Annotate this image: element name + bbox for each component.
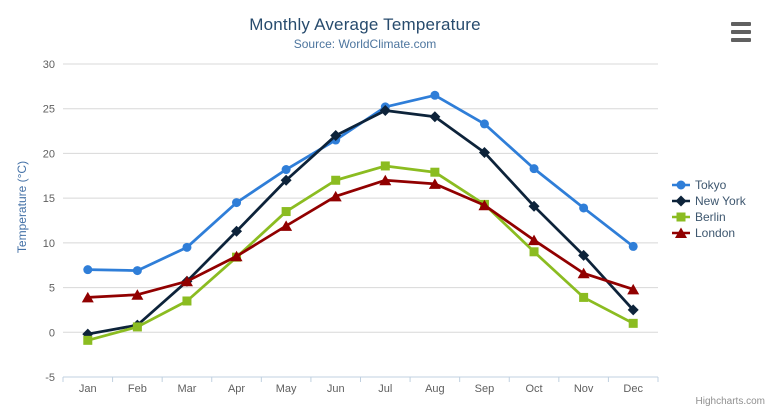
diamond-marker-icon [672, 195, 690, 207]
legend-label: Berlin [695, 210, 726, 224]
chart-subtitle: Source: WorldClimate.com [293, 37, 437, 51]
y-axis-label: 20 [43, 148, 55, 160]
y-axis-label: 5 [49, 283, 55, 295]
x-axis-label: Jul [378, 383, 392, 395]
data-point-london[interactable] [428, 178, 441, 189]
data-point-berlin[interactable] [281, 207, 291, 217]
x-axis-label: Jan [79, 383, 97, 395]
legend-item-new-york[interactable]: New York [672, 193, 746, 209]
circle-marker-icon [672, 180, 690, 190]
legend-item-london[interactable]: London [672, 225, 746, 241]
data-point-london[interactable] [180, 275, 193, 287]
series-london[interactable] [81, 174, 640, 303]
series-tokyo[interactable] [83, 90, 638, 276]
data-point-new-york[interactable] [429, 111, 441, 123]
data-point-berlin[interactable] [182, 296, 192, 306]
highcharts-credit[interactable]: Highcharts.com [695, 396, 765, 407]
y-axis-label: -5 [45, 372, 55, 384]
data-point-new-york[interactable] [280, 174, 292, 186]
data-point-tokyo[interactable] [83, 265, 93, 275]
square-marker-icon [672, 212, 690, 222]
data-point-new-york[interactable] [578, 249, 590, 261]
data-point-berlin[interactable] [83, 335, 93, 345]
data-point-tokyo[interactable] [182, 242, 192, 252]
x-axis-label: Apr [228, 383, 245, 395]
legend-marker [676, 212, 686, 222]
hamburger-menu-icon [731, 30, 751, 34]
data-point-tokyo[interactable] [579, 203, 589, 213]
legend-label: Tokyo [695, 178, 727, 192]
triangle-marker-icon [672, 227, 690, 238]
series-line-berlin[interactable] [86, 164, 635, 342]
legend-marker [676, 180, 686, 190]
legend-marker [675, 227, 687, 238]
data-point-tokyo[interactable] [430, 90, 440, 100]
data-point-berlin[interactable] [529, 247, 539, 257]
data-point-new-york[interactable] [627, 304, 639, 316]
legend-label: New York [695, 194, 746, 208]
data-point-new-york[interactable] [330, 130, 342, 142]
data-point-tokyo[interactable] [529, 164, 539, 174]
data-point-new-york[interactable] [379, 105, 391, 117]
data-point-new-york[interactable] [478, 147, 490, 159]
x-axis-label: Feb [128, 383, 147, 395]
legend-item-berlin[interactable]: Berlin [672, 209, 746, 225]
data-point-london[interactable] [230, 250, 243, 262]
data-point-new-york[interactable] [528, 200, 540, 212]
series-new-york[interactable] [82, 105, 639, 340]
data-point-berlin[interactable] [430, 167, 440, 177]
data-point-tokyo[interactable] [628, 241, 638, 251]
x-axis-label: May [276, 383, 297, 395]
x-axis-label: Dec [623, 383, 643, 395]
data-point-tokyo[interactable] [232, 198, 242, 208]
y-axis-label: 10 [43, 238, 55, 250]
legend-item-tokyo[interactable]: Tokyo [672, 177, 746, 193]
data-point-london[interactable] [627, 283, 640, 295]
chart-title: Monthly Average Temperature [249, 15, 481, 34]
x-axis-label: Mar [177, 383, 196, 395]
data-point-new-york[interactable] [231, 225, 243, 237]
y-axis-label: 25 [43, 104, 55, 116]
legend: Tokyo New York Berlin London [672, 177, 746, 241]
data-point-berlin[interactable] [132, 322, 142, 332]
y-axis-label: 0 [49, 327, 55, 339]
hamburger-menu-icon [731, 22, 751, 26]
x-axis-label: Nov [574, 383, 594, 395]
data-point-berlin[interactable] [579, 292, 589, 302]
y-axis-label: 30 [43, 59, 55, 71]
y-axis-label: 15 [43, 193, 55, 205]
data-point-london[interactable] [379, 174, 392, 186]
data-point-london[interactable] [528, 234, 541, 246]
data-point-london[interactable] [280, 220, 293, 231]
hamburger-menu-icon [731, 38, 751, 42]
x-axis-label: Aug [425, 383, 445, 395]
series-line-new-york[interactable] [86, 109, 635, 336]
data-point-tokyo[interactable] [281, 165, 291, 175]
x-axis-label: Jun [327, 383, 345, 395]
x-axis-label: Oct [525, 383, 542, 395]
export-menu-button[interactable] [729, 19, 755, 45]
legend-label: London [695, 226, 736, 240]
x-axis-label: Sep [475, 383, 495, 395]
data-point-tokyo[interactable] [132, 266, 142, 276]
data-point-berlin[interactable] [628, 318, 638, 328]
data-point-london[interactable] [131, 289, 144, 300]
series-line-london[interactable] [86, 178, 635, 299]
data-point-tokyo[interactable] [479, 119, 489, 129]
data-point-london[interactable] [81, 291, 94, 303]
data-point-london[interactable] [577, 267, 590, 279]
data-point-london[interactable] [329, 190, 342, 202]
data-point-berlin[interactable] [331, 175, 341, 185]
data-point-berlin[interactable] [380, 161, 390, 171]
legend-marker [675, 195, 687, 207]
data-point-london[interactable] [478, 199, 491, 211]
